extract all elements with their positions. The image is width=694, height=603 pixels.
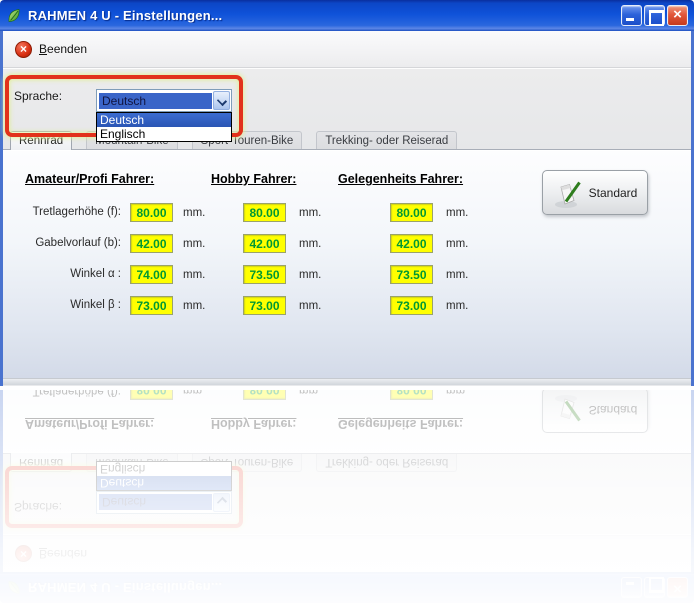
dropdown-option-deutsch[interactable]: Deutsch bbox=[97, 113, 231, 127]
value-field[interactable] bbox=[130, 265, 173, 284]
maximize-button bbox=[644, 577, 665, 598]
column-header: Gelegenheits Fahrer: bbox=[338, 417, 464, 431]
value-field[interactable] bbox=[130, 296, 173, 315]
language-label: Sprache: bbox=[14, 89, 63, 103]
column-header: Amateur/Profi Fahrer: bbox=[25, 172, 155, 186]
language-combobox: Deutsch bbox=[96, 491, 232, 514]
quit-label: Beenden bbox=[39, 42, 88, 56]
value-field bbox=[390, 390, 433, 400]
chevron-down-icon bbox=[213, 493, 230, 512]
tab-trekking-oder-reiserad: Trekking- oder Reiserad bbox=[316, 454, 458, 472]
unit-label: mm. bbox=[299, 207, 322, 219]
row-label: Winkel β : bbox=[70, 299, 121, 311]
value-field[interactable] bbox=[243, 234, 286, 253]
unit-label: mm. bbox=[183, 390, 206, 396]
standard-pencil-icon bbox=[554, 395, 581, 422]
chevron-down-icon[interactable] bbox=[213, 91, 230, 110]
value-field bbox=[243, 390, 286, 400]
unit-label: mm. bbox=[299, 269, 322, 281]
dropdown-option-deutsch: Deutsch bbox=[97, 476, 231, 490]
minimize-button bbox=[621, 577, 642, 598]
app-window: RAHMEN 4 U - Einstellungen... × × Beende… bbox=[0, 0, 694, 386]
language-label: Sprache: bbox=[14, 500, 63, 514]
settings-grid: Standard Amateur/Profi Fahrer: Hobby Fahr… bbox=[3, 150, 691, 378]
language-dropdown-list: Deutsch Englisch bbox=[96, 461, 232, 491]
titlebar[interactable]: RAHMEN 4 U - Einstellungen... × bbox=[0, 0, 694, 31]
value-field[interactable] bbox=[243, 265, 286, 284]
value-field[interactable] bbox=[243, 203, 286, 222]
close-button[interactable]: × bbox=[667, 5, 688, 26]
value-field[interactable] bbox=[390, 234, 433, 253]
app-leaf-icon bbox=[8, 581, 20, 595]
value-field[interactable] bbox=[130, 203, 173, 222]
quit-x-icon: × bbox=[15, 40, 32, 58]
quit-menu-item[interactable]: × Beenden bbox=[15, 40, 88, 58]
column-header: Hobby Fahrer: bbox=[211, 172, 297, 186]
unit-label: mm. bbox=[183, 269, 206, 281]
value-field[interactable] bbox=[243, 296, 286, 315]
menu-toolbar: × Beenden bbox=[3, 535, 691, 572]
tab-rennrad[interactable]: Rennrad bbox=[10, 131, 73, 150]
unit-label: mm. bbox=[446, 300, 469, 312]
language-selected-value: Deutsch bbox=[99, 92, 212, 109]
quit-label: Beenden bbox=[39, 547, 88, 561]
row-label: Tretlagerhöhe (f): bbox=[32, 206, 121, 218]
settings-grid: Standard Amateur/Profi Fahrer: Hobby Fahr… bbox=[3, 390, 691, 453]
app-leaf-icon bbox=[8, 8, 20, 22]
row-label: Winkel α : bbox=[70, 268, 121, 280]
unit-label: mm. bbox=[183, 238, 206, 250]
value-field[interactable] bbox=[130, 234, 173, 253]
dropdown-option-englisch[interactable]: Englisch bbox=[97, 127, 231, 141]
column-header: Gelegenheits Fahrer: bbox=[338, 172, 464, 186]
standard-button[interactable]: Standard bbox=[542, 170, 648, 215]
unit-label: mm. bbox=[446, 238, 469, 250]
unit-label: mm. bbox=[299, 300, 322, 312]
quit-menu-item: × Beenden bbox=[15, 545, 88, 563]
unit-label: mm. bbox=[446, 269, 469, 281]
menu-toolbar: × Beenden bbox=[3, 31, 691, 68]
value-field[interactable] bbox=[390, 265, 433, 284]
value-field[interactable] bbox=[390, 203, 433, 222]
value-field bbox=[130, 390, 173, 400]
row-label: Gabelvorlauf (b): bbox=[35, 237, 121, 249]
column-header: Amateur/Profi Fahrer: bbox=[25, 417, 155, 431]
window-title: RAHMEN 4 U - Einstellungen... bbox=[28, 580, 223, 595]
tab-trekking-oder-reiserad[interactable]: Trekking- oder Reiserad bbox=[316, 131, 458, 149]
titlebar: RAHMEN 4 U - Einstellungen... × bbox=[0, 572, 694, 603]
close-button: × bbox=[667, 577, 688, 598]
value-field[interactable] bbox=[390, 296, 433, 315]
window-bottom-edge bbox=[3, 378, 691, 385]
unit-label: mm. bbox=[183, 207, 206, 219]
standard-pencil-icon bbox=[554, 181, 581, 208]
language-panel: Sprache: Deutsch Deutsch Englisch Rennrad… bbox=[3, 453, 691, 535]
language-combobox[interactable]: Deutsch bbox=[96, 89, 232, 112]
unit-label: mm. bbox=[299, 238, 322, 250]
quit-x-icon: × bbox=[15, 545, 32, 563]
unit-label: mm. bbox=[183, 300, 206, 312]
language-dropdown-list: Deutsch Englisch bbox=[96, 112, 232, 142]
app-window-reflection: RAHMEN 4 U - Einstellungen... × × Beende… bbox=[0, 390, 694, 603]
column-header: Hobby Fahrer: bbox=[211, 417, 297, 431]
window-title: RAHMEN 4 U - Einstellungen... bbox=[28, 8, 223, 23]
language-panel: Sprache: Deutsch Deutsch Englisch Rennrad… bbox=[3, 68, 691, 150]
maximize-button[interactable] bbox=[644, 5, 665, 26]
unit-label: mm. bbox=[446, 390, 469, 396]
standard-button-label: Standard bbox=[588, 185, 638, 200]
minimize-button[interactable] bbox=[621, 5, 642, 26]
dropdown-option-englisch: Englisch bbox=[97, 462, 231, 476]
row-label: Tretlagerhöhe (f): bbox=[32, 390, 121, 397]
standard-button-label: Standard bbox=[588, 403, 638, 418]
unit-label: mm. bbox=[299, 390, 322, 396]
standard-button: Standard bbox=[542, 390, 648, 433]
tab-rennrad: Rennrad bbox=[10, 453, 73, 472]
language-selected-value: Deutsch bbox=[99, 494, 212, 511]
unit-label: mm. bbox=[446, 207, 469, 219]
window-reflection: RAHMEN 4 U - Einstellungen... × × Beende… bbox=[0, 390, 694, 603]
